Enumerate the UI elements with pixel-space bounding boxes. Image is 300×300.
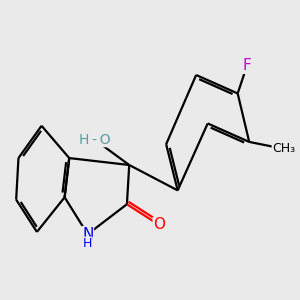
Text: O: O [153,218,165,232]
Text: H - O: H - O [79,133,110,147]
Text: F: F [242,58,251,73]
Text: H: H [83,237,92,250]
Text: CH₃: CH₃ [272,142,296,155]
Text: N: N [82,227,93,242]
